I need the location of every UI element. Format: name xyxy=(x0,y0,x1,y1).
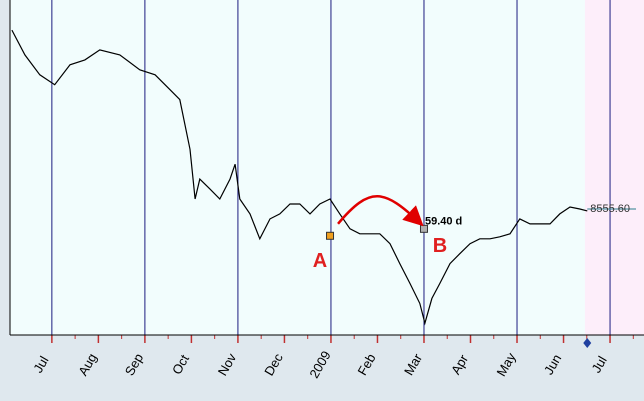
now-diamond xyxy=(583,338,592,348)
measure-arrow xyxy=(337,195,424,227)
annotation-point xyxy=(326,231,335,240)
plot-background xyxy=(10,0,644,335)
annotation-point xyxy=(419,224,428,233)
last-value-label: 8555.60 xyxy=(590,203,630,215)
price-line xyxy=(11,29,588,326)
x-tick-label: Jul xyxy=(30,353,51,375)
measure-label: 59.40 d xyxy=(425,216,462,228)
x-tick-label: Jul xyxy=(588,353,609,375)
annotation-label: B xyxy=(433,235,447,257)
future-shade xyxy=(584,0,644,335)
annotation-label: A xyxy=(313,250,327,272)
